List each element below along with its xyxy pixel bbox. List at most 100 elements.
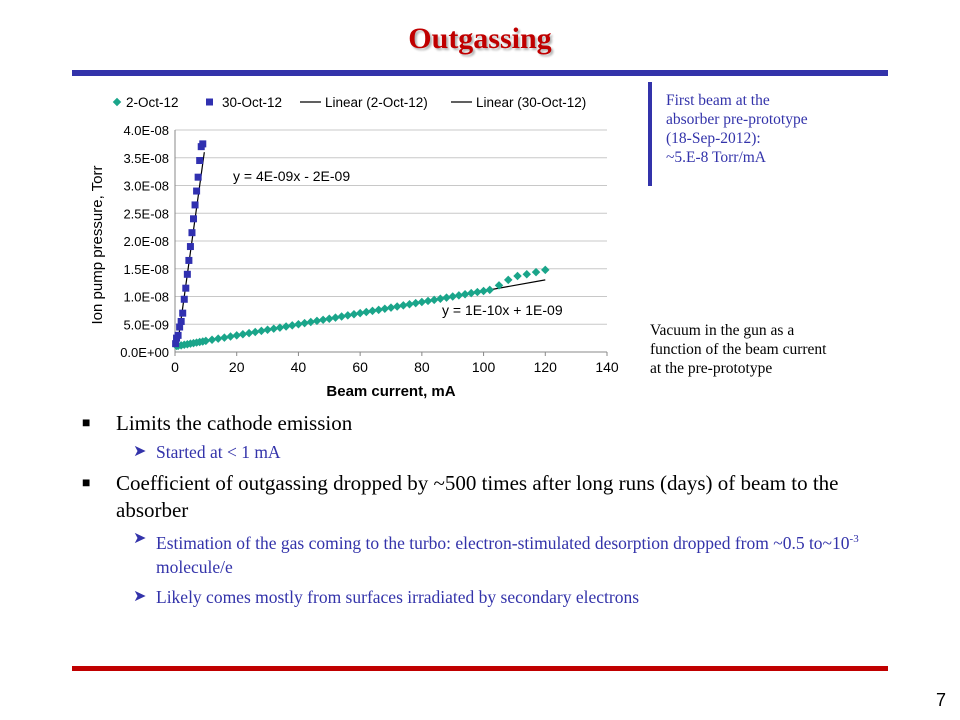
data-point-diamond (288, 321, 297, 330)
data-point-diamond (232, 331, 241, 340)
x-tick-label: 40 (291, 359, 307, 375)
title-divider (72, 70, 888, 76)
bullet-item: ■ Coefficient of outgassing dropped by ~… (82, 470, 892, 524)
data-point-diamond (386, 303, 396, 312)
sub-bullet-item: ➤ Likely comes mostly from surfaces irra… (82, 585, 892, 609)
page-number: 7 (935, 690, 946, 710)
sub-bullet-item: ➤ Estimation of the gas coming to the tu… (82, 527, 892, 579)
data-point-diamond (442, 293, 451, 302)
square-bullet-icon: ■ (82, 416, 91, 431)
data-point-diamond (485, 285, 494, 295)
data-point-diamond (436, 294, 445, 303)
data-point-diamond (207, 335, 217, 345)
sub-bullet-text: Started at < 1 mA (156, 442, 281, 462)
first-beam-note: First beam at the absorber pre-prototype… (666, 91, 808, 167)
chart-tick-labels: 0.0E+00 5.0E-09 1.0E-08 1.5E-08 2.0E-08 2.5E-… (120, 123, 619, 375)
data-point-square (186, 243, 194, 251)
trendline-equation: y = 1E-10x + 1E-09 (442, 302, 563, 318)
exponent: -3 (849, 533, 859, 545)
data-point-square (191, 201, 199, 209)
legend-marker-diamond (112, 97, 122, 107)
data-point-square (185, 256, 193, 264)
data-point-diamond (226, 332, 235, 341)
bullet-text: Limits the cathode emission (116, 411, 353, 435)
x-tick-label: 120 (534, 359, 558, 375)
data-point-diamond (294, 320, 303, 329)
y-tick-label: 3.0E-08 (123, 179, 169, 194)
legend-label: 30-Oct-12 (222, 95, 282, 110)
data-point-diamond (448, 292, 457, 301)
first-beam-note-line: (18-Sep-2012): (666, 130, 761, 147)
data-point-diamond (318, 315, 328, 325)
x-tick-label: 60 (352, 359, 368, 375)
chart-caption-line: Vacuum in the gun as a (650, 322, 795, 339)
data-point-diamond (325, 314, 334, 323)
sub-bullet-text: Estimation of the gas coming to the turb… (156, 532, 850, 553)
square-bullet-icon: ■ (82, 476, 91, 491)
chart-grid (175, 129, 607, 325)
data-point-diamond (466, 288, 476, 298)
data-point-diamond (201, 336, 211, 346)
trendline-equation: y = 4E-09x - 2E-09 (233, 168, 350, 184)
data-point-diamond (220, 333, 229, 342)
sub-bullet-item: ➤ Started at < 1 mA (82, 440, 892, 464)
data-point-square (182, 284, 190, 292)
data-point-diamond (306, 317, 316, 327)
data-point-diamond (300, 318, 309, 328)
sub-bullet-text: Likely comes mostly from surfaces irradi… (156, 586, 640, 607)
x-tick-label: 0 (171, 359, 179, 375)
x-tick-label: 20 (229, 359, 245, 375)
outgassing-chart: 0.0E+00 5.0E-09 1.0E-08 1.5E-08 2.0E-08 2.5E-… (89, 95, 619, 400)
data-point-diamond (405, 300, 414, 309)
data-point-diamond (349, 310, 359, 319)
y-tick-label: 2.0E-08 (123, 234, 169, 249)
data-point-square (183, 270, 191, 278)
data-point-diamond (411, 298, 420, 308)
data-point-square (180, 295, 188, 303)
data-point-square (179, 309, 187, 317)
y-tick-label: 2.5E-08 (123, 206, 169, 221)
arrow-bullet-icon: ➤ (133, 530, 147, 547)
bullet-item: ■ Limits the cathode emission (82, 410, 892, 437)
data-point-square (194, 173, 202, 181)
sub-bullet-text-end: molecule/e (156, 556, 233, 577)
data-point-square (177, 317, 185, 325)
bullet-list: ■ Limits the cathode emission ➤ Started … (82, 410, 892, 615)
data-point-diamond (494, 281, 504, 290)
data-point-diamond (281, 322, 291, 331)
bullet-text: Coefficient of outgassing dropped by ~50… (116, 471, 839, 522)
x-axis-label: Beam current, mA (326, 383, 455, 400)
data-point-diamond (522, 270, 532, 279)
legend-label: Linear (2-Oct-12) (325, 95, 428, 110)
data-point-diamond (368, 306, 377, 316)
data-point-diamond (337, 312, 346, 321)
data-point-diamond (250, 327, 260, 337)
data-point-diamond (423, 296, 433, 306)
chart-legend: 2-Oct-12 30-Oct-12 Linear (2-Oct-12) Linear… (112, 95, 586, 110)
data-point-diamond (504, 275, 513, 285)
data-point-diamond (362, 307, 371, 317)
chart-caption: Vacuum in the gun as a function of the b… (650, 321, 895, 378)
data-point-diamond (513, 271, 522, 281)
data-point-diamond (374, 305, 383, 315)
data-point-diamond (263, 325, 272, 335)
footer-divider (72, 666, 888, 671)
data-point-diamond (541, 265, 550, 275)
y-tick-label: 1.5E-08 (123, 262, 169, 277)
first-beam-note-line: absorber pre-prototype (666, 111, 808, 128)
first-beam-note-line: ~5.E-8 Torr/mA (666, 149, 767, 166)
arrow-bullet-icon: ➤ (133, 587, 147, 605)
data-point-square (188, 229, 196, 237)
data-point-diamond (392, 302, 402, 311)
y-axis-label: Ion pump pressure, Torr (89, 166, 106, 325)
data-point-diamond (355, 308, 365, 318)
data-point-diamond (275, 323, 285, 332)
data-point-square (199, 140, 207, 148)
data-point-diamond (244, 328, 254, 338)
chart-equations: y = 4E-09x - 2E-09 y = 1E-10x + 1E-09 (233, 168, 563, 318)
x-tick-label: 140 (595, 359, 619, 375)
data-point-diamond (473, 287, 482, 297)
data-point-diamond (257, 326, 266, 336)
data-point-square (190, 215, 198, 223)
first-beam-note-line: First beam at the (666, 92, 770, 109)
